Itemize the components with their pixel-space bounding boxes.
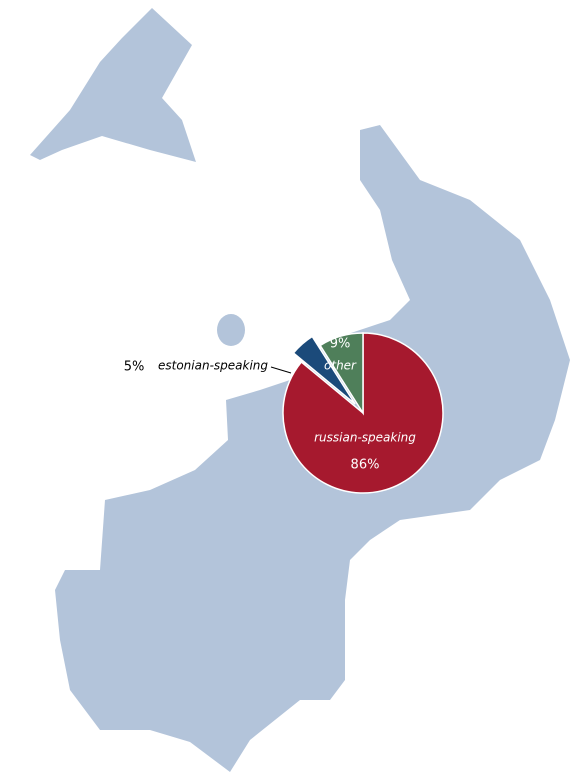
value-label: 9% <box>330 337 351 352</box>
value-label: 86% <box>351 458 380 473</box>
value-label: 5% <box>124 360 145 375</box>
category-label: russian-speaking <box>314 431 416 445</box>
category-label: estonian-speaking <box>158 359 268 373</box>
leader-line <box>270 366 292 374</box>
map-island <box>217 314 245 346</box>
category-label: other <box>324 359 357 373</box>
pie-slice <box>319 332 364 416</box>
pie-slice <box>292 335 356 405</box>
map-region <box>30 8 196 162</box>
pie <box>282 332 444 494</box>
